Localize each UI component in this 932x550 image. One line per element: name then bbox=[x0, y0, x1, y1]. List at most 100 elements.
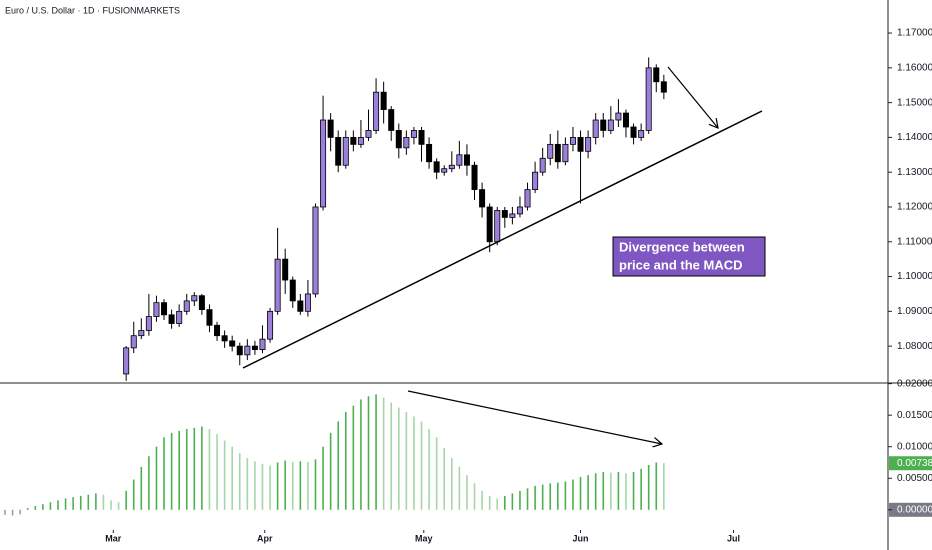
candle-body bbox=[494, 210, 501, 243]
y-tick-label: 1.09000 bbox=[897, 306, 932, 317]
annotation-text: price and the MACD bbox=[619, 257, 743, 272]
x-tick-label: Mar bbox=[105, 533, 122, 543]
candle-body bbox=[206, 309, 213, 326]
candle-body bbox=[357, 137, 364, 145]
candle-body bbox=[236, 345, 243, 356]
candle-body bbox=[471, 164, 478, 190]
candle-body bbox=[433, 161, 440, 173]
candle-body bbox=[577, 137, 584, 152]
y-tick-label: 1.16000 bbox=[897, 62, 932, 73]
candle-body bbox=[183, 300, 190, 312]
candle-body bbox=[145, 316, 152, 331]
candle-body bbox=[554, 143, 561, 163]
candle-body bbox=[653, 67, 660, 83]
candle-body bbox=[622, 112, 629, 128]
candle-body bbox=[335, 137, 342, 166]
x-tick-label: Jul bbox=[727, 533, 740, 543]
y-tick-label: 1.14000 bbox=[897, 132, 932, 143]
candle-body bbox=[501, 210, 508, 218]
candle-body bbox=[304, 293, 311, 312]
annotation-box bbox=[612, 236, 766, 277]
candle-body bbox=[630, 126, 637, 138]
candle-body bbox=[410, 130, 417, 138]
candle-body bbox=[585, 137, 592, 152]
y-tick-label: 1.10000 bbox=[897, 271, 932, 282]
candle-body bbox=[153, 302, 160, 317]
candle-body bbox=[380, 91, 387, 110]
candle-body bbox=[516, 206, 523, 215]
candle-body bbox=[660, 81, 667, 93]
last-value-label: 0.00738 bbox=[897, 458, 932, 469]
candle-body bbox=[645, 67, 652, 131]
candle-body bbox=[191, 295, 198, 302]
candle-body bbox=[524, 189, 531, 208]
candle-body bbox=[259, 338, 266, 351]
x-tick-label: Jun bbox=[573, 533, 589, 543]
candle-body bbox=[350, 137, 357, 145]
candle-body bbox=[168, 314, 175, 324]
candle-body bbox=[214, 324, 221, 337]
candle-body bbox=[441, 168, 448, 173]
y-tick-label: 1.11000 bbox=[897, 236, 932, 247]
candle-body bbox=[426, 143, 433, 163]
zero-badge bbox=[889, 502, 932, 517]
arrow bbox=[667, 66, 718, 128]
candle-body bbox=[297, 300, 304, 312]
candle-body bbox=[327, 119, 334, 138]
candle-body bbox=[274, 258, 281, 312]
candle-body bbox=[395, 130, 402, 149]
y-tick-label: 1.08000 bbox=[897, 341, 932, 352]
arrow bbox=[407, 390, 662, 444]
y-tick-label: 1.15000 bbox=[897, 97, 932, 108]
candle-body bbox=[365, 130, 372, 138]
candle-body bbox=[562, 143, 569, 163]
candle-body bbox=[267, 310, 274, 340]
candle-body bbox=[176, 310, 183, 324]
candle-body bbox=[638, 130, 645, 138]
candle-body bbox=[448, 164, 455, 170]
candle-body bbox=[320, 119, 327, 208]
chart-title: Euro / U.S. Dollar · 1D · FUSIONMARKETS bbox=[5, 5, 180, 15]
candle-body bbox=[456, 154, 463, 166]
candle-body bbox=[198, 295, 205, 311]
candle-body bbox=[123, 347, 130, 375]
candle-body bbox=[342, 137, 349, 166]
candle-body bbox=[221, 335, 228, 342]
last-value-badge bbox=[889, 456, 932, 471]
candle-body bbox=[486, 206, 493, 243]
candle-body bbox=[547, 143, 554, 159]
y-tick-label: 1.17000 bbox=[897, 28, 932, 39]
candle-body bbox=[539, 157, 546, 173]
candle-body bbox=[607, 119, 614, 131]
candle-body bbox=[289, 279, 296, 302]
x-tick-label: Apr bbox=[257, 533, 273, 543]
candle-body bbox=[569, 137, 576, 145]
y-tick-label: 0.02000 bbox=[897, 378, 932, 389]
candle-body bbox=[282, 258, 289, 281]
candle-body bbox=[463, 154, 470, 166]
candle-body bbox=[479, 189, 486, 208]
y-tick-label: 0.01000 bbox=[897, 441, 932, 452]
candle-body bbox=[161, 302, 168, 316]
candle-body bbox=[229, 340, 236, 347]
candle-body bbox=[312, 206, 319, 295]
candle-body bbox=[509, 213, 516, 218]
annotation-text: Divergence between bbox=[619, 239, 745, 254]
y-tick-label: 0.00000 bbox=[897, 504, 932, 515]
candle-body bbox=[373, 91, 380, 131]
candle-body bbox=[418, 130, 425, 145]
candle-body bbox=[388, 109, 395, 131]
y-tick-label: 0.00500 bbox=[897, 473, 932, 484]
candle-body bbox=[138, 330, 145, 337]
x-tick-label: May bbox=[415, 533, 433, 543]
trendline bbox=[242, 110, 763, 369]
y-tick-label: 1.13000 bbox=[897, 167, 932, 178]
y-tick-label: 0.01500 bbox=[897, 410, 932, 421]
candle-body bbox=[615, 112, 622, 121]
candle-body bbox=[251, 345, 258, 351]
candle-body bbox=[244, 345, 251, 356]
candle-body bbox=[592, 119, 599, 138]
candle-body bbox=[532, 171, 539, 190]
